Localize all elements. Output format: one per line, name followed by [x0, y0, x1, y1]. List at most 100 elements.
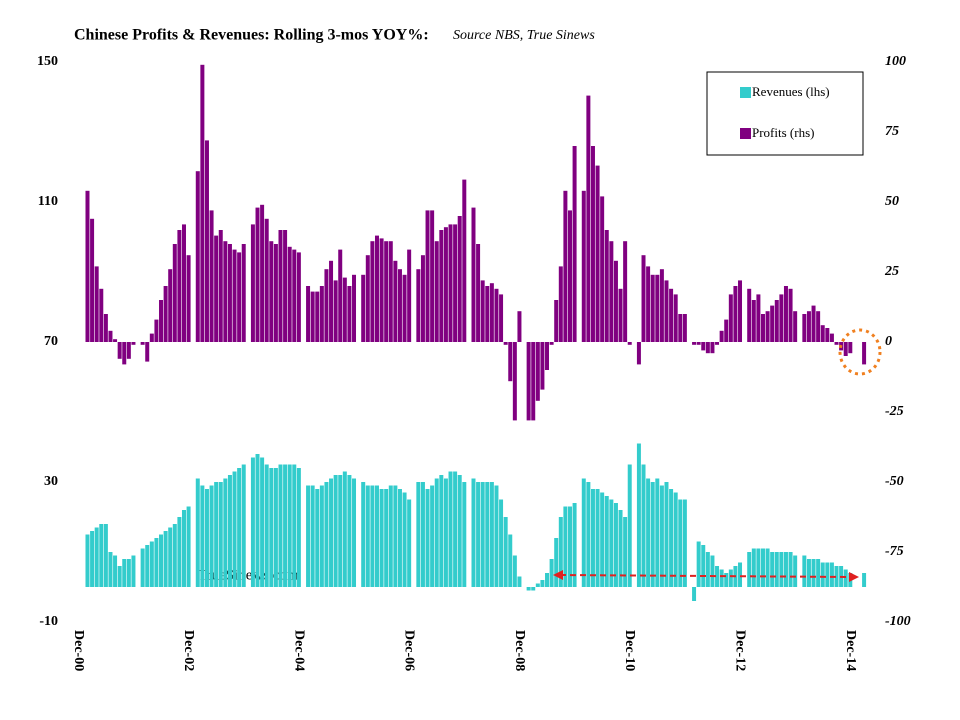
bar: [434, 478, 439, 587]
bar: [627, 342, 632, 345]
bar: [535, 583, 540, 587]
bar: [177, 230, 182, 342]
bar: [333, 475, 338, 587]
bar: [94, 527, 99, 587]
bar: [361, 274, 366, 342]
bar: [563, 506, 568, 587]
bar: [384, 241, 389, 342]
bar: [595, 165, 600, 342]
bar: [618, 510, 623, 587]
bar: [315, 291, 320, 342]
bar: [370, 241, 375, 342]
bar: [480, 482, 485, 587]
bar: [820, 562, 825, 587]
bar: [554, 538, 559, 587]
legend-swatch: [740, 87, 751, 98]
bar: [503, 517, 508, 587]
bar: [122, 342, 127, 365]
bar: [848, 342, 853, 354]
bar: [319, 286, 324, 342]
bar: [462, 179, 467, 342]
bar: [558, 266, 563, 342]
bar: [834, 342, 839, 345]
bar: [788, 552, 793, 587]
y2-tick-label: -50: [885, 474, 904, 489]
bar: [779, 552, 784, 587]
bar: [177, 517, 182, 587]
bar: [430, 485, 435, 587]
bar: [512, 555, 517, 587]
bar: [673, 492, 678, 587]
x-tick-label: Dec-04: [291, 630, 306, 671]
bar: [374, 485, 379, 587]
bar: [214, 482, 219, 587]
bar: [756, 294, 761, 342]
bar: [581, 478, 586, 587]
bar: [85, 534, 90, 587]
bar: [292, 464, 297, 587]
bar: [145, 342, 150, 362]
bar: [531, 587, 536, 591]
bar: [586, 482, 591, 587]
bar: [793, 555, 798, 587]
bar: [770, 305, 775, 342]
bar: [540, 580, 545, 587]
y2-tick-label: 0: [885, 334, 892, 349]
bar: [85, 190, 90, 342]
bar: [650, 482, 655, 587]
x-tick-label: Dec-06: [402, 630, 417, 671]
bar: [862, 573, 867, 587]
bar: [508, 342, 513, 382]
bar: [512, 342, 517, 421]
bar: [696, 541, 701, 587]
bar: [545, 573, 550, 587]
bar: [659, 269, 664, 342]
bar: [384, 489, 389, 587]
bar: [494, 288, 499, 342]
bar: [407, 499, 412, 587]
bar: [227, 475, 232, 587]
bar: [90, 531, 95, 587]
bar: [361, 482, 366, 587]
bar: [843, 569, 848, 587]
bar: [567, 210, 572, 342]
arrow-head: [553, 570, 563, 580]
bar: [232, 249, 237, 342]
y2-tick-label: -100: [885, 614, 911, 629]
bar: [94, 266, 99, 342]
bar: [728, 569, 733, 587]
y-tick-label: -10: [39, 614, 58, 629]
bar: [673, 294, 678, 342]
bar: [636, 342, 641, 365]
bar: [586, 95, 591, 342]
bar: [324, 269, 329, 342]
bar: [122, 559, 127, 587]
bar: [816, 559, 821, 587]
x-tick-label: Dec-00: [71, 630, 86, 671]
bar: [149, 333, 154, 342]
bar: [705, 552, 710, 587]
arrow-line: [559, 574, 853, 578]
bar: [825, 328, 830, 342]
bar: [600, 492, 605, 587]
bar: [760, 548, 765, 587]
bar: [223, 241, 228, 342]
bar: [338, 475, 343, 587]
bar: [609, 241, 614, 342]
bar: [333, 280, 338, 342]
annotation: TrueSinews.com: [198, 567, 299, 583]
bar: [306, 485, 311, 587]
bar: [163, 531, 168, 587]
bar: [678, 499, 683, 587]
bar: [227, 244, 232, 342]
legend-label: Revenues (lhs): [752, 84, 830, 99]
bar: [738, 562, 743, 587]
bar: [701, 545, 706, 587]
bar: [397, 489, 402, 587]
y2-tick-label: 75: [885, 124, 899, 139]
bar: [103, 524, 108, 587]
bar: [420, 255, 425, 342]
bar: [499, 499, 504, 587]
bar: [283, 464, 288, 587]
